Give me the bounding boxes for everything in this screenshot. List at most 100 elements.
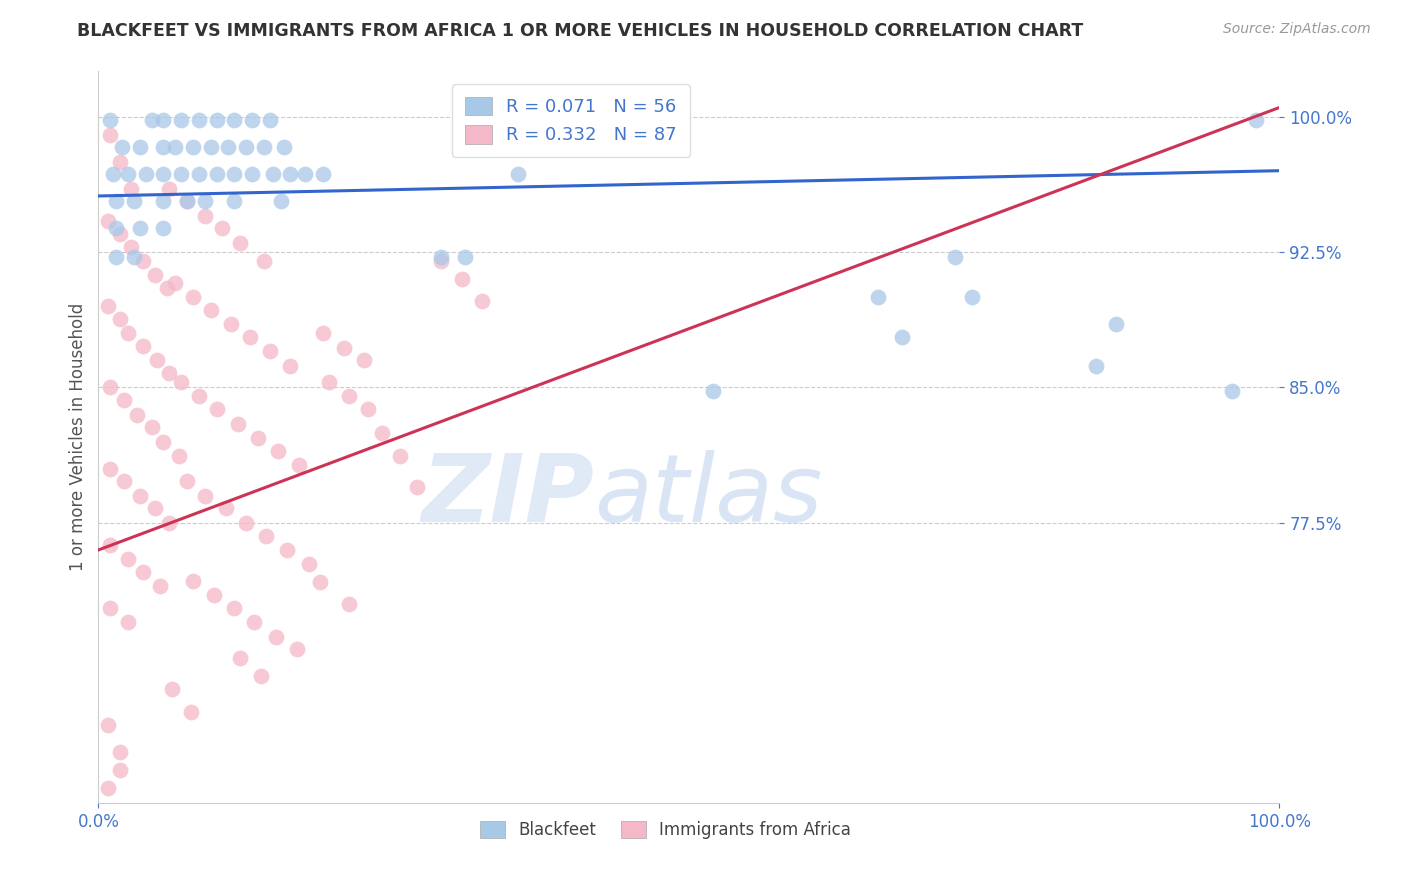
Point: [108, 154, 131, 169]
Point: [318, 375, 340, 389]
Point: [111, 140, 134, 154]
Point: [152, 434, 174, 449]
Point: [101, 167, 124, 181]
Point: [224, 113, 246, 128]
Point: [240, 167, 263, 181]
Point: [294, 167, 316, 181]
Point: [371, 425, 394, 440]
Point: [229, 651, 252, 665]
Point: [117, 167, 139, 181]
Point: [278, 359, 301, 373]
Point: [471, 293, 494, 308]
Point: [181, 290, 204, 304]
Point: [135, 167, 157, 181]
Point: [1220, 384, 1243, 398]
Point: [176, 194, 198, 209]
Point: [506, 167, 529, 181]
Point: [406, 480, 429, 494]
Point: [253, 254, 276, 268]
Point: [149, 579, 172, 593]
Point: [205, 402, 228, 417]
Point: [108, 311, 131, 326]
Point: [157, 182, 180, 196]
Point: [224, 600, 246, 615]
Point: [152, 140, 174, 154]
Point: [128, 489, 150, 503]
Point: [890, 330, 912, 344]
Point: [105, 251, 128, 265]
Point: [259, 344, 281, 359]
Point: [105, 221, 128, 235]
Point: [453, 251, 475, 265]
Point: [128, 221, 150, 235]
Point: [97, 214, 120, 228]
Point: [132, 339, 155, 353]
Point: [98, 537, 121, 551]
Point: [312, 167, 335, 181]
Point: [141, 113, 163, 128]
Point: [112, 392, 135, 407]
Point: [224, 194, 246, 209]
Point: [211, 221, 233, 235]
Point: [353, 353, 375, 368]
Point: [117, 615, 139, 630]
Point: [240, 113, 263, 128]
Point: [357, 402, 380, 417]
Point: [702, 384, 724, 398]
Point: [273, 140, 295, 154]
Point: [962, 290, 984, 304]
Point: [122, 251, 145, 265]
Point: [215, 501, 238, 516]
Point: [117, 552, 139, 566]
Point: [1085, 359, 1108, 373]
Point: [170, 113, 193, 128]
Point: [194, 489, 217, 503]
Point: [146, 353, 169, 368]
Point: [98, 600, 121, 615]
Point: [121, 239, 143, 253]
Point: [259, 113, 281, 128]
Point: [285, 642, 308, 657]
Point: [143, 501, 166, 516]
Point: [430, 254, 453, 268]
Point: [176, 194, 198, 209]
Point: [152, 113, 174, 128]
Point: [194, 194, 217, 209]
Point: [205, 113, 228, 128]
Point: [152, 194, 174, 209]
Point: [167, 449, 190, 463]
Point: [98, 380, 121, 394]
Point: [254, 528, 277, 542]
Point: [298, 558, 321, 572]
Point: [121, 182, 143, 196]
Point: [276, 543, 298, 558]
Point: [1105, 317, 1128, 331]
Point: [309, 575, 332, 590]
Point: [98, 128, 121, 142]
Point: [219, 317, 242, 331]
Point: [239, 330, 262, 344]
Point: [270, 194, 292, 209]
Point: [264, 630, 287, 644]
Point: [187, 113, 209, 128]
Point: [288, 458, 311, 472]
Point: [108, 764, 131, 778]
Point: [176, 475, 198, 489]
Point: [200, 302, 222, 317]
Point: [157, 366, 180, 380]
Point: [181, 140, 204, 154]
Point: [217, 140, 239, 154]
Point: [108, 227, 131, 241]
Point: [235, 516, 257, 530]
Point: [187, 389, 209, 403]
Point: [250, 669, 273, 683]
Y-axis label: 1 or more Vehicles in Household: 1 or more Vehicles in Household: [69, 303, 87, 571]
Text: ZIP: ZIP: [422, 450, 595, 541]
Point: [180, 706, 202, 720]
Point: [226, 417, 249, 431]
Point: [267, 443, 290, 458]
Point: [117, 326, 139, 341]
Point: [98, 461, 121, 475]
Text: Source: ZipAtlas.com: Source: ZipAtlas.com: [1223, 22, 1371, 37]
Point: [337, 389, 360, 403]
